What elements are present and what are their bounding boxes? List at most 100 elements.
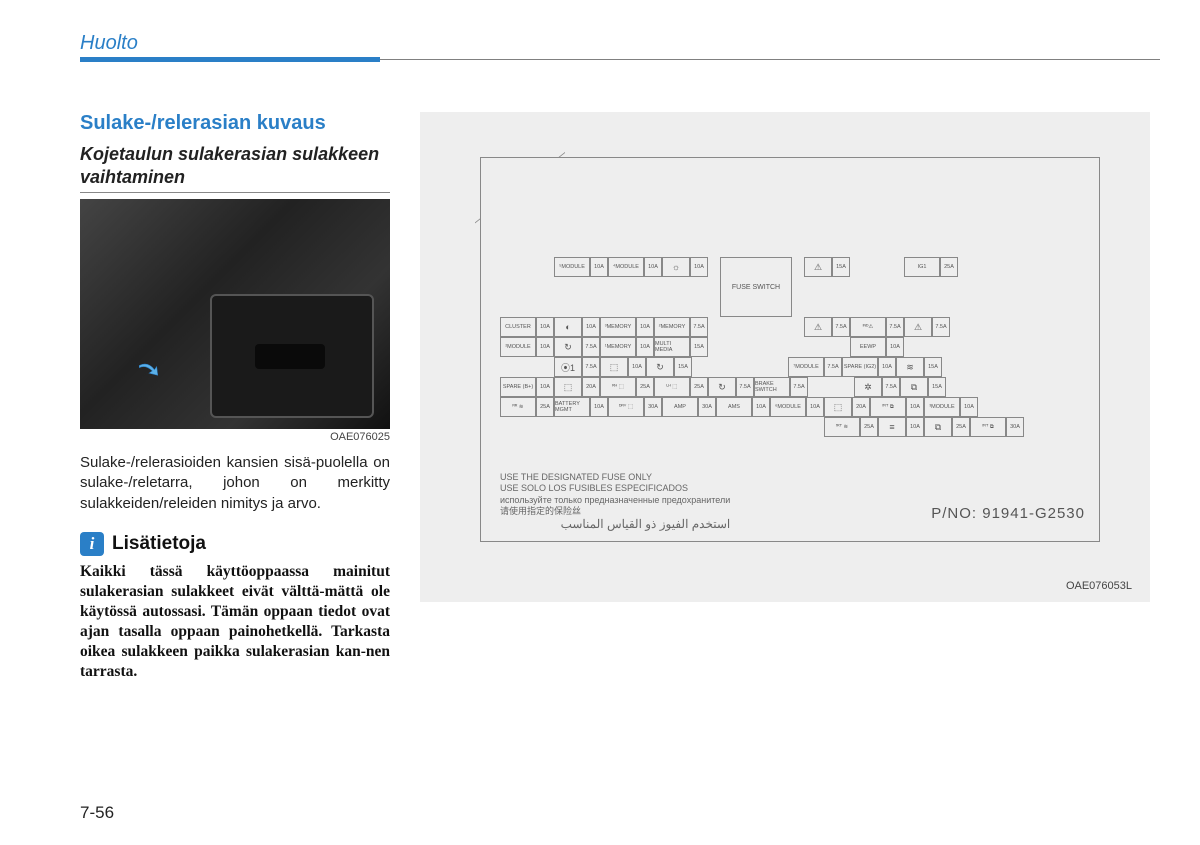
fuse-amp: 10A bbox=[906, 417, 924, 437]
note-en: USE THE DESIGNATED FUSE ONLY bbox=[500, 472, 730, 483]
fuse-label: ⁶MODULE bbox=[770, 397, 806, 417]
header-title: Huolto bbox=[80, 32, 1160, 59]
fuse-amp: 7.5A bbox=[582, 337, 600, 357]
paragraph-1: Sulake-/relerasioiden kansien sisä-puole… bbox=[80, 453, 390, 514]
info-title: Lisätietoja bbox=[112, 533, 206, 555]
fuse-row: ⁵MODULE10A⁴MODULE10A☼10AFUSE SWITCH⚠15AI… bbox=[500, 257, 1080, 317]
fuse-amp: 25A bbox=[860, 417, 878, 437]
fuse-icon: ⬚ bbox=[824, 397, 852, 417]
fuse-amp: 20A bbox=[582, 377, 600, 397]
fuse-label: ⁵MODULE bbox=[554, 257, 590, 277]
fuse-icon: ↻ bbox=[708, 377, 736, 397]
fuse-amp: 10A bbox=[644, 257, 662, 277]
fuse-label: BATTERY MGMT bbox=[554, 397, 590, 417]
fuse-amp: 15A bbox=[928, 377, 946, 397]
fuse-row: ⦿17.5A⬚10A↻15A⁷MODULE7.5ASPARE (IG2)10A≋… bbox=[500, 357, 1080, 377]
note-ru: используйте только предназначенные предо… bbox=[500, 495, 730, 506]
fuse-icon: ⦿1 bbox=[554, 357, 582, 377]
fuse-amp: 25A bbox=[636, 377, 654, 397]
fuse-amp: 30A bbox=[698, 397, 716, 417]
page-header: Huolto bbox=[80, 32, 1160, 60]
fuse-amp: 10A bbox=[960, 397, 978, 417]
fuse-amp: 30A bbox=[644, 397, 662, 417]
fuse-label: ⁷MODULE bbox=[788, 357, 824, 377]
fuse-amp: 15A bbox=[924, 357, 942, 377]
fuse-label: ᴰᴿⱽ ⬚ bbox=[608, 397, 644, 417]
diagram-notes: USE THE DESIGNATED FUSE ONLY USE SOLO LO… bbox=[500, 472, 730, 532]
fuse-amp: 7.5A bbox=[832, 317, 850, 337]
fuse-amp: 7.5A bbox=[790, 377, 808, 397]
info-text: Kaikki tässä käyttöoppaassa mainitut sul… bbox=[80, 562, 390, 683]
fuse-icon: ◐ bbox=[554, 317, 582, 337]
header-rule bbox=[80, 59, 1160, 60]
fuse-amp: 7.5A bbox=[882, 377, 900, 397]
part-number: P/NO: 91941-G2530 bbox=[931, 505, 1085, 522]
fuse-icon: ⚠ bbox=[804, 317, 832, 337]
fuse-amp: 10A bbox=[582, 317, 600, 337]
page-number: 7-56 bbox=[80, 803, 114, 823]
fuse-amp: 15A bbox=[690, 337, 708, 357]
fuse-label: SPARE (IG2) bbox=[842, 357, 878, 377]
fuse-amp: 10A bbox=[590, 397, 608, 417]
fuse-amp: 7.5A bbox=[582, 357, 600, 377]
fuse-label: SPARE (B+) bbox=[500, 377, 536, 397]
fuse-amp: 7.5A bbox=[886, 317, 904, 337]
fuse-label: ᶠᴿᵀ ⧉ bbox=[870, 397, 906, 417]
info-header-row: i Lisätietoja bbox=[80, 532, 390, 556]
fuse-amp: 25A bbox=[952, 417, 970, 437]
fuse-label: EEWP bbox=[850, 337, 886, 357]
fuse-amp: 10A bbox=[752, 397, 770, 417]
photo-caption: OAE076025 bbox=[80, 431, 390, 443]
fuse-label: AMS bbox=[716, 397, 752, 417]
note-es: USE SOLO LOS FUSIBLES ESPECIFICADOS bbox=[500, 483, 730, 494]
subsection-title: Kojetaulun sulakerasian sulakkeen vaihta… bbox=[80, 143, 390, 193]
fuse-amp: 10A bbox=[536, 337, 554, 357]
fuse-icon: ≋ bbox=[896, 357, 924, 377]
fuse-amp: 15A bbox=[832, 257, 850, 277]
fuse-label: CLUSTER bbox=[500, 317, 536, 337]
fuse-amp: 7.5A bbox=[824, 357, 842, 377]
fuse-amp: 10A bbox=[690, 257, 708, 277]
fuse-label: AMP bbox=[662, 397, 698, 417]
fuse-icon: ☼ bbox=[662, 257, 690, 277]
fuse-amp: 30A bbox=[1006, 417, 1024, 437]
fuse-icon: ↻ bbox=[646, 357, 674, 377]
right-column: ⁵MODULE10A⁴MODULE10A☼10AFUSE SWITCH⚠15AI… bbox=[420, 112, 1150, 602]
fuse-switch-block: FUSE SWITCH bbox=[720, 257, 792, 317]
fuse-amp: 10A bbox=[878, 357, 896, 377]
fuse-amp: 10A bbox=[886, 337, 904, 357]
fuse-label: ⁴MODULE bbox=[608, 257, 644, 277]
fuse-amp: 20A bbox=[852, 397, 870, 417]
fuse-icon: ⧉ bbox=[924, 417, 952, 437]
fuse-label: ᴵᴺᴰ⚠ bbox=[850, 317, 886, 337]
fuse-amp: 7.5A bbox=[690, 317, 708, 337]
fuse-label: ¹MEMORY bbox=[600, 337, 636, 357]
fuse-label: ³MEMORY bbox=[600, 317, 636, 337]
fuse-label: ᴸᴴ ⬚ bbox=[654, 377, 690, 397]
fuse-icon: ⧉ bbox=[900, 377, 928, 397]
fuse-amp: 25A bbox=[690, 377, 708, 397]
fuse-label: BRAKE SWITCH bbox=[754, 377, 790, 397]
fuse-label: ²MODULE bbox=[500, 337, 536, 357]
fuse-label: ᴿᴴ ⬚ bbox=[600, 377, 636, 397]
fuse-amp: 7.5A bbox=[736, 377, 754, 397]
fuse-amp: 10A bbox=[536, 377, 554, 397]
note-ar: استخدم الفيوز ذو القياس المناسب bbox=[500, 517, 730, 532]
fuse-icon: ⬚ bbox=[600, 357, 628, 377]
fuse-amp: 25A bbox=[536, 397, 554, 417]
fuse-label: ³MODULE bbox=[924, 397, 960, 417]
fuse-row: ᶠᴿᵀ ≋25A≡10A⧉25Aᶠᴿᵀ ⧉30A bbox=[500, 417, 1080, 437]
fuse-amp: 10A bbox=[806, 397, 824, 417]
fuse-label: IG1 bbox=[904, 257, 940, 277]
fuse-row: ²MODULE10A↻7.5A¹MEMORY10AMULTI MEDIA15AE… bbox=[500, 337, 1080, 357]
diagram-caption: OAE076053L bbox=[1066, 580, 1132, 592]
fuse-amp: 10A bbox=[636, 317, 654, 337]
fuse-amp: 10A bbox=[636, 337, 654, 357]
fuse-label: ᶠᴿᵀ ⧉ bbox=[970, 417, 1006, 437]
fuse-row: SPARE (B+)10A⬚20Aᴿᴴ ⬚25Aᴸᴴ ⬚25A↻7.5ABRAK… bbox=[500, 377, 1080, 397]
fuse-amp: 25A bbox=[940, 257, 958, 277]
dashboard-photo bbox=[80, 199, 390, 429]
fuse-icon: ⬚ bbox=[554, 377, 582, 397]
section-title: Sulake-/relerasian kuvaus bbox=[80, 112, 390, 135]
fuse-row: CLUSTER10A◐10A³MEMORY10A²MEMORY7.5A⚠7.5A… bbox=[500, 317, 1080, 337]
